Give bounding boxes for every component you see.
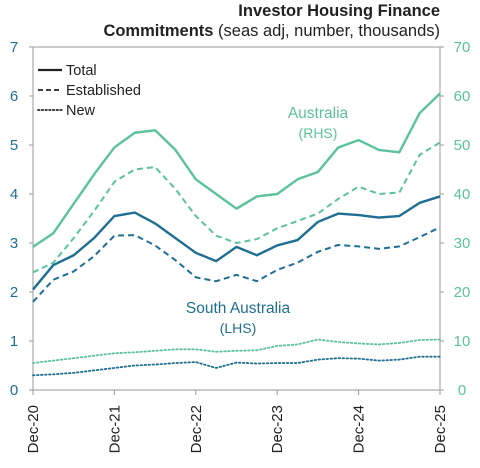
y-right-tick-label: 0 — [458, 382, 466, 399]
series-australia-new — [32, 338, 441, 364]
chart-title-commitments: Commitments — [103, 22, 214, 40]
x-tick-label: Dec-21 — [106, 405, 123, 453]
y-left-tick-label: 0 — [10, 382, 18, 399]
legend-label-established: Established — [66, 83, 141, 99]
series-australia-established — [32, 141, 441, 274]
y-left-tick-label: 7 — [10, 39, 18, 56]
y-left-tick-label: 3 — [10, 235, 18, 252]
y-right-tick-label: 10 — [454, 333, 471, 350]
legend-label-total: Total — [66, 63, 97, 79]
x-tick-label: Dec-24 — [351, 405, 368, 453]
plot-frame — [32, 46, 441, 391]
chart-title-units: (seas adj, number, thousands) — [213, 22, 440, 40]
x-tick-label: Dec-22 — [188, 405, 205, 453]
x-tick-label: Dec-25 — [432, 405, 449, 453]
annotation-sa-axis: (LHS) — [220, 320, 257, 336]
series-south-australia-total — [32, 195, 441, 291]
y-left-tick-label: 2 — [10, 284, 18, 301]
annotation-sa-name: South Australia — [186, 300, 291, 317]
y-right-tick-label: 60 — [454, 88, 471, 105]
y-left-tick-label: 6 — [10, 88, 18, 105]
y-left-tick-label: 1 — [10, 333, 18, 350]
annotation-australia-name: Australia — [288, 105, 349, 122]
y-right-tick-label: 70 — [454, 39, 471, 56]
x-tick-label: Dec-20 — [25, 405, 42, 453]
y-right-tick-label: 50 — [454, 137, 471, 154]
series-south-australia-established — [32, 226, 441, 303]
y-right-tick-label: 20 — [454, 284, 471, 301]
x-tick-label: Dec-23 — [269, 405, 286, 453]
chart-title: Investor Housing Finance — [238, 2, 440, 20]
y-left-tick-label: 5 — [10, 137, 18, 154]
chart-subtitle: Commitments (seas adj, number, thousands… — [0, 22, 440, 40]
y-right-tick-label: 40 — [454, 186, 471, 203]
annotation-australia-axis: (RHS) — [299, 125, 338, 141]
y-left-tick-label: 4 — [10, 186, 18, 203]
series-south-australia-new — [32, 355, 441, 377]
legend-label-new: New — [66, 103, 96, 119]
y-right-tick-label: 30 — [454, 235, 471, 252]
series-australia-total — [32, 92, 441, 248]
